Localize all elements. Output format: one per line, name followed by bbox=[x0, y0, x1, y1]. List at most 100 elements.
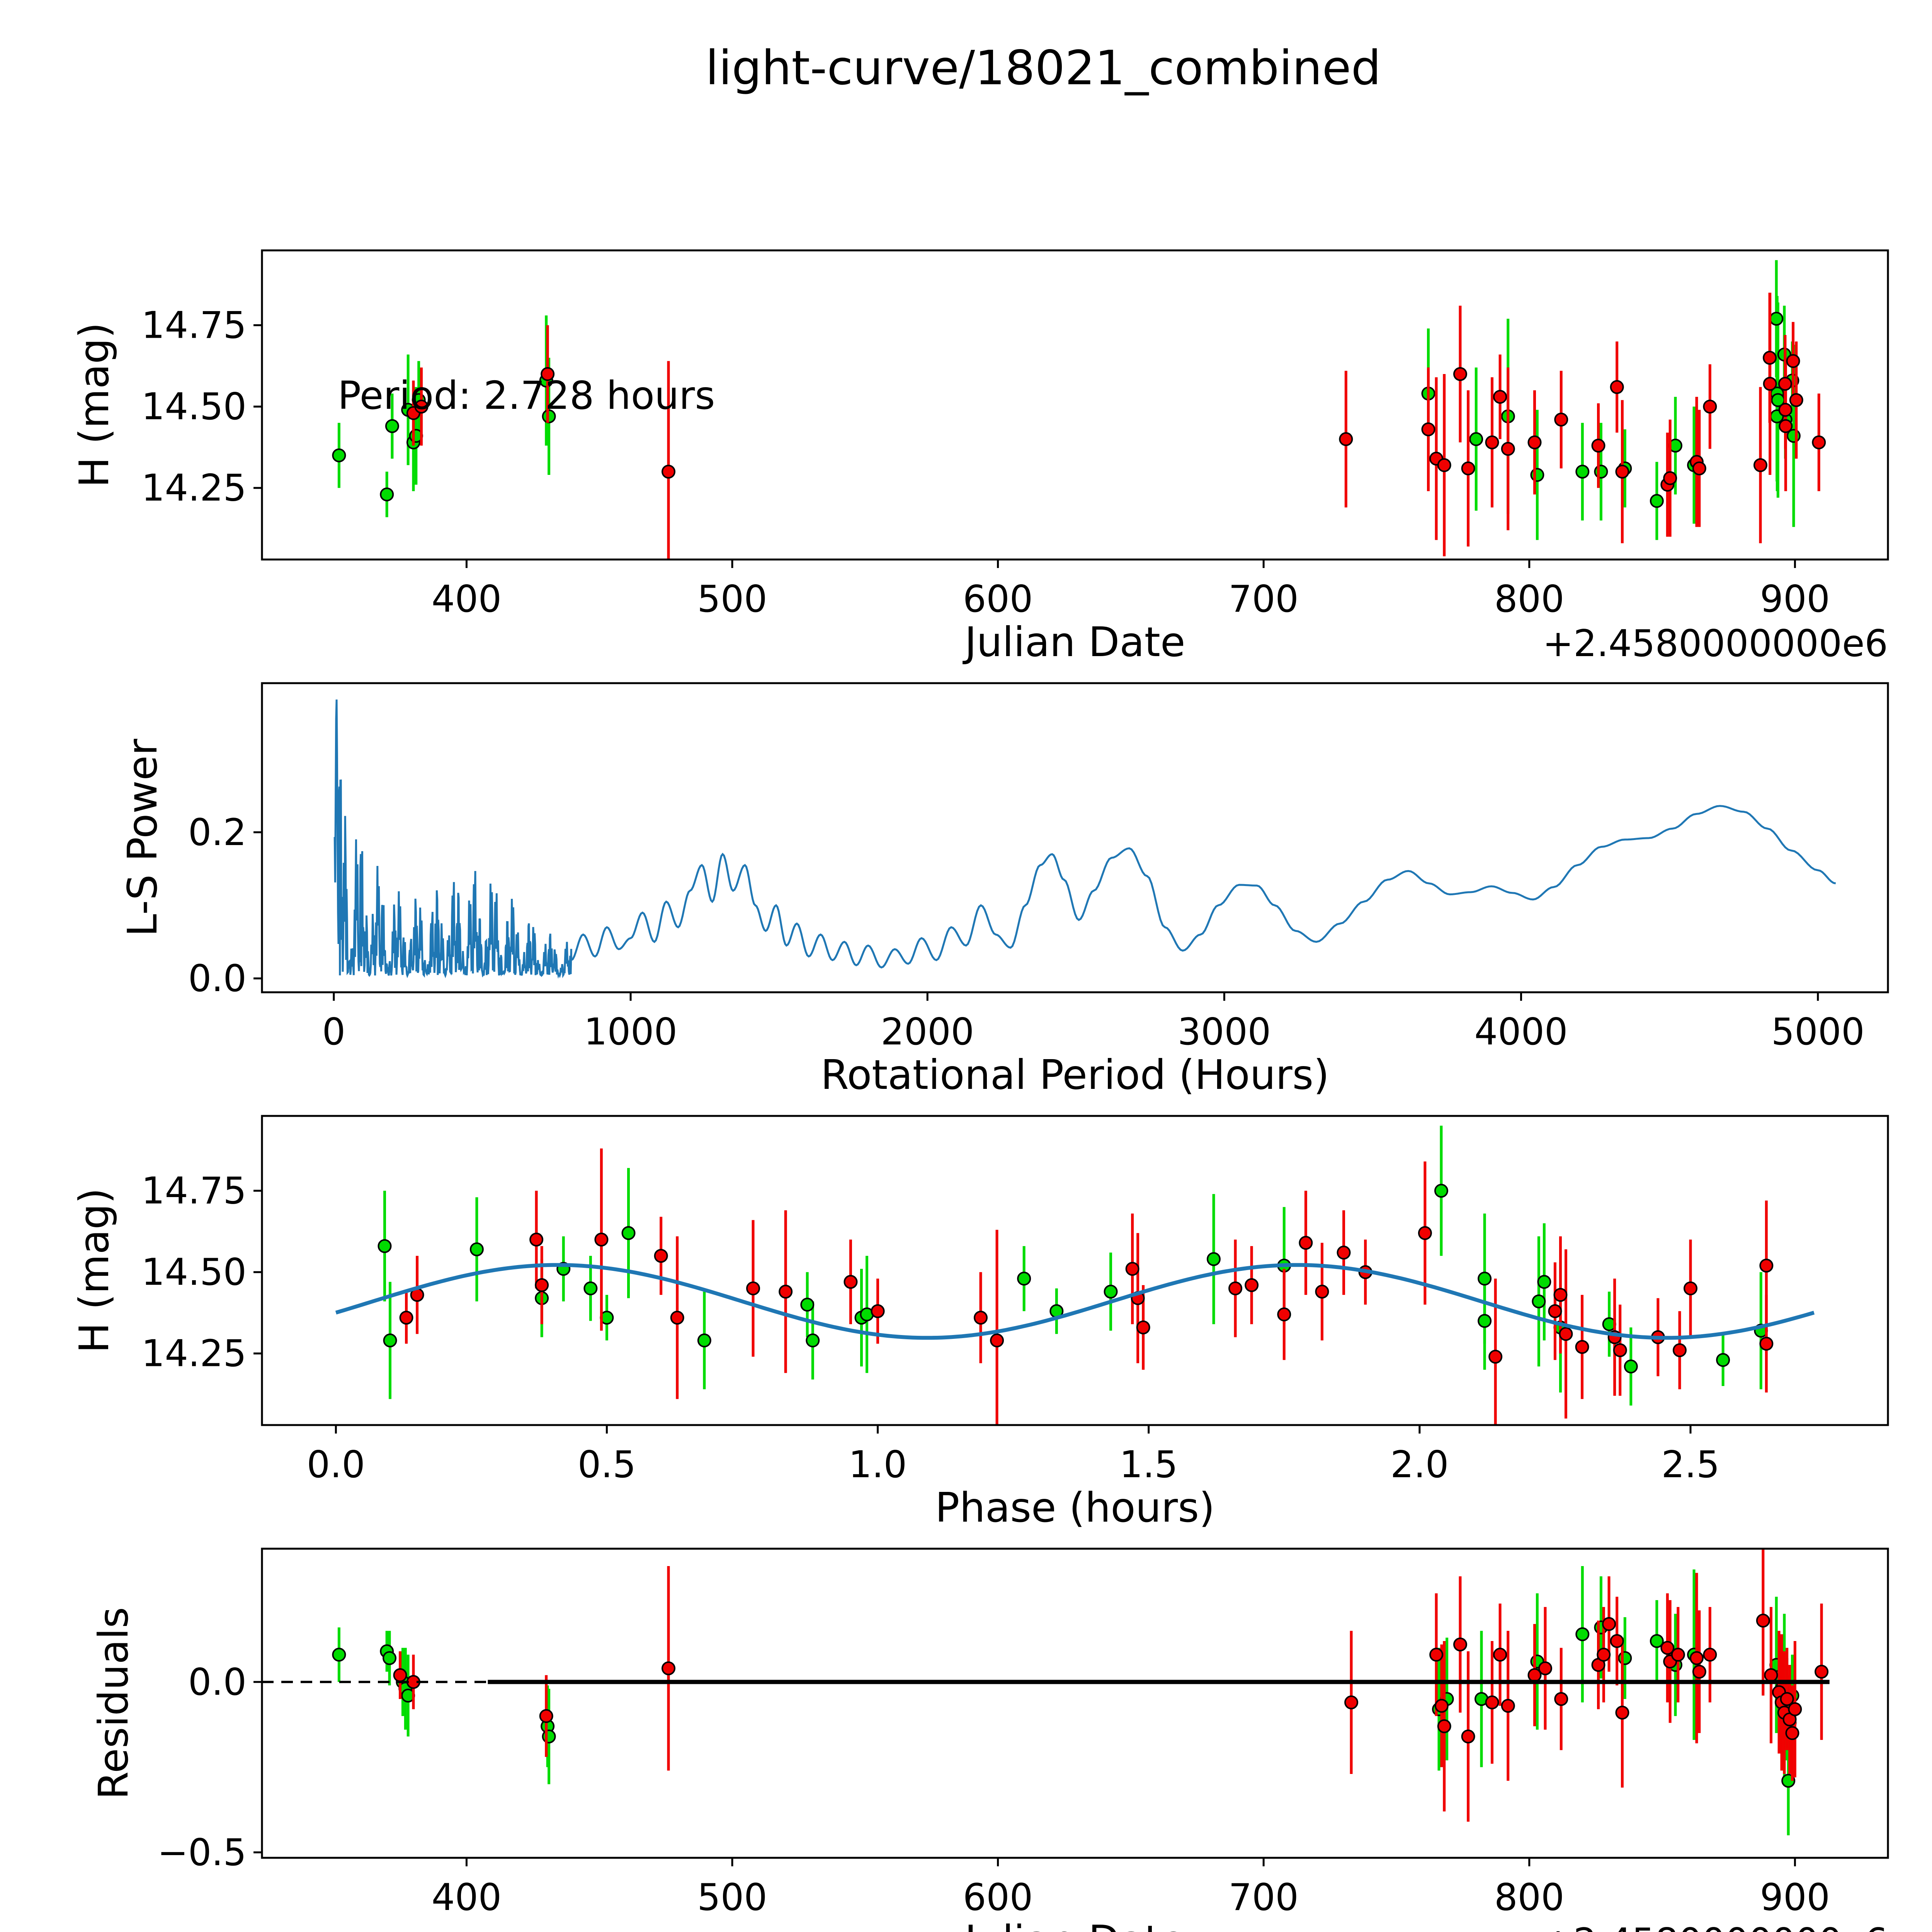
data-point-green bbox=[1434, 1184, 1448, 1198]
x-tick-label: 700 bbox=[1229, 578, 1299, 621]
data-point-red bbox=[654, 1249, 668, 1263]
data-point-red bbox=[779, 1284, 793, 1299]
data-point-red bbox=[1780, 1692, 1794, 1706]
data-point-green bbox=[1537, 1275, 1551, 1289]
residuals-green-points bbox=[332, 1566, 1799, 1835]
data-point-red bbox=[1815, 1665, 1829, 1679]
data-point-red bbox=[1663, 471, 1677, 485]
data-point-green bbox=[1104, 1284, 1118, 1299]
data-point-red bbox=[1684, 1281, 1698, 1296]
data-point-green bbox=[1618, 1651, 1632, 1665]
data-point-green bbox=[697, 1333, 711, 1348]
x-tick-label: 600 bbox=[963, 1876, 1033, 1919]
data-point-green bbox=[469, 1242, 484, 1257]
data-point-red bbox=[1245, 1278, 1259, 1292]
periodogram-data-layer bbox=[333, 699, 1836, 979]
x-tick-label: 2000 bbox=[881, 1011, 974, 1053]
data-point-green bbox=[383, 1333, 397, 1348]
data-point-green bbox=[378, 1239, 392, 1253]
x-tick-label: 500 bbox=[697, 1876, 767, 1919]
data-point-red bbox=[1344, 1695, 1359, 1709]
data-point-red bbox=[1554, 412, 1568, 427]
data-point-red bbox=[974, 1311, 988, 1325]
data-point-red bbox=[1437, 458, 1451, 472]
x-tick-label: 1000 bbox=[584, 1011, 677, 1053]
x-axis-label: Rotational Period (Hours) bbox=[821, 1051, 1329, 1099]
panel-residuals: 400 500 600 700 800 900 0.0 −0.5 Julian Date +2.4… bbox=[90, 1548, 1889, 1932]
y-tick-label: 14.25 bbox=[141, 467, 247, 510]
data-point-red bbox=[1548, 1304, 1562, 1318]
data-point-red bbox=[1759, 1259, 1774, 1273]
data-point-green bbox=[1650, 1634, 1664, 1648]
data-point-red bbox=[1591, 439, 1605, 453]
y-axis-label: Residuals bbox=[90, 1607, 137, 1799]
figure-title: light-curve/18021_combined bbox=[706, 41, 1381, 95]
data-point-red bbox=[1421, 422, 1435, 437]
x-axis-label: Julian Date bbox=[962, 1917, 1185, 1932]
data-point-green bbox=[542, 1729, 556, 1743]
x-tick-label: 900 bbox=[1760, 578, 1830, 621]
data-point-red bbox=[1671, 1648, 1685, 1662]
y-axis-label: H (mag) bbox=[71, 322, 118, 488]
data-point-green bbox=[1478, 1272, 1492, 1286]
data-point-green bbox=[1530, 468, 1544, 482]
data-point-red bbox=[1610, 380, 1624, 394]
data-point-red bbox=[1759, 1337, 1774, 1351]
y-tick-label: 14.75 bbox=[141, 1170, 247, 1213]
panel-phased-lightcurve: 0.0 0.5 1.0 1.5 2.0 2.5 14.25 14.50 14.75 Phase (… bbox=[71, 1115, 1889, 1531]
x-axis-label: Phase (hours) bbox=[935, 1484, 1215, 1531]
data-point-red bbox=[594, 1233, 609, 1247]
x-tick-label: 400 bbox=[432, 1876, 502, 1919]
data-point-red bbox=[1703, 1648, 1717, 1662]
data-point-red bbox=[1789, 393, 1803, 407]
data-point-green bbox=[1206, 1252, 1221, 1266]
data-point-green bbox=[380, 487, 394, 502]
data-point-red bbox=[1764, 1668, 1778, 1682]
data-point-red bbox=[1501, 442, 1515, 456]
data-point-green bbox=[1575, 464, 1590, 479]
data-point-red bbox=[1692, 1665, 1706, 1679]
data-point-red bbox=[1418, 1226, 1432, 1240]
ls-power-curve bbox=[333, 699, 1836, 979]
jd-lightcurve-data-layer bbox=[332, 260, 1826, 560]
x-tick-label: 800 bbox=[1494, 1876, 1564, 1919]
x-tick-label: 2.5 bbox=[1661, 1444, 1719, 1486]
data-point-red bbox=[1429, 1648, 1444, 1662]
x-tick-label: 2.0 bbox=[1390, 1444, 1449, 1486]
data-point-green bbox=[385, 419, 399, 433]
data-point-green bbox=[1594, 464, 1608, 479]
residuals-data-layer bbox=[262, 1549, 1830, 1835]
data-point-red bbox=[1434, 1699, 1449, 1713]
data-point-red bbox=[662, 464, 675, 479]
data-point-red bbox=[1786, 354, 1800, 368]
data-point-red bbox=[1778, 403, 1793, 417]
data-point-red bbox=[1575, 1340, 1589, 1354]
x-tick-label: 700 bbox=[1229, 1876, 1299, 1919]
data-point-red bbox=[1277, 1307, 1291, 1321]
x-tick-label: 500 bbox=[697, 578, 767, 621]
data-point-red bbox=[1613, 1343, 1627, 1357]
y-tick-label: 0.0 bbox=[188, 1661, 247, 1704]
data-point-green bbox=[1575, 1627, 1590, 1641]
data-point-green bbox=[1769, 311, 1784, 326]
data-point-red bbox=[535, 1278, 549, 1292]
x-tick-label: 600 bbox=[963, 578, 1033, 621]
data-point-red bbox=[1125, 1262, 1139, 1276]
data-point-green bbox=[1017, 1272, 1031, 1286]
data-point-red bbox=[541, 367, 555, 381]
data-point-red bbox=[1602, 1617, 1616, 1631]
data-point-green bbox=[1624, 1359, 1638, 1374]
data-point-green bbox=[1478, 1314, 1492, 1328]
data-point-red bbox=[1493, 1648, 1507, 1662]
data-point-red bbox=[539, 1709, 553, 1723]
axes-frame bbox=[261, 1115, 1889, 1426]
data-point-red bbox=[1615, 464, 1629, 479]
data-point-red bbox=[1753, 458, 1767, 472]
data-point-red bbox=[871, 1304, 885, 1318]
data-point-red bbox=[1453, 367, 1467, 381]
sine-fit-curve bbox=[335, 1263, 1815, 1340]
data-point-red bbox=[1689, 1651, 1704, 1665]
jd-lightcurve-red-points bbox=[406, 293, 1826, 560]
data-point-red bbox=[1597, 1648, 1611, 1662]
